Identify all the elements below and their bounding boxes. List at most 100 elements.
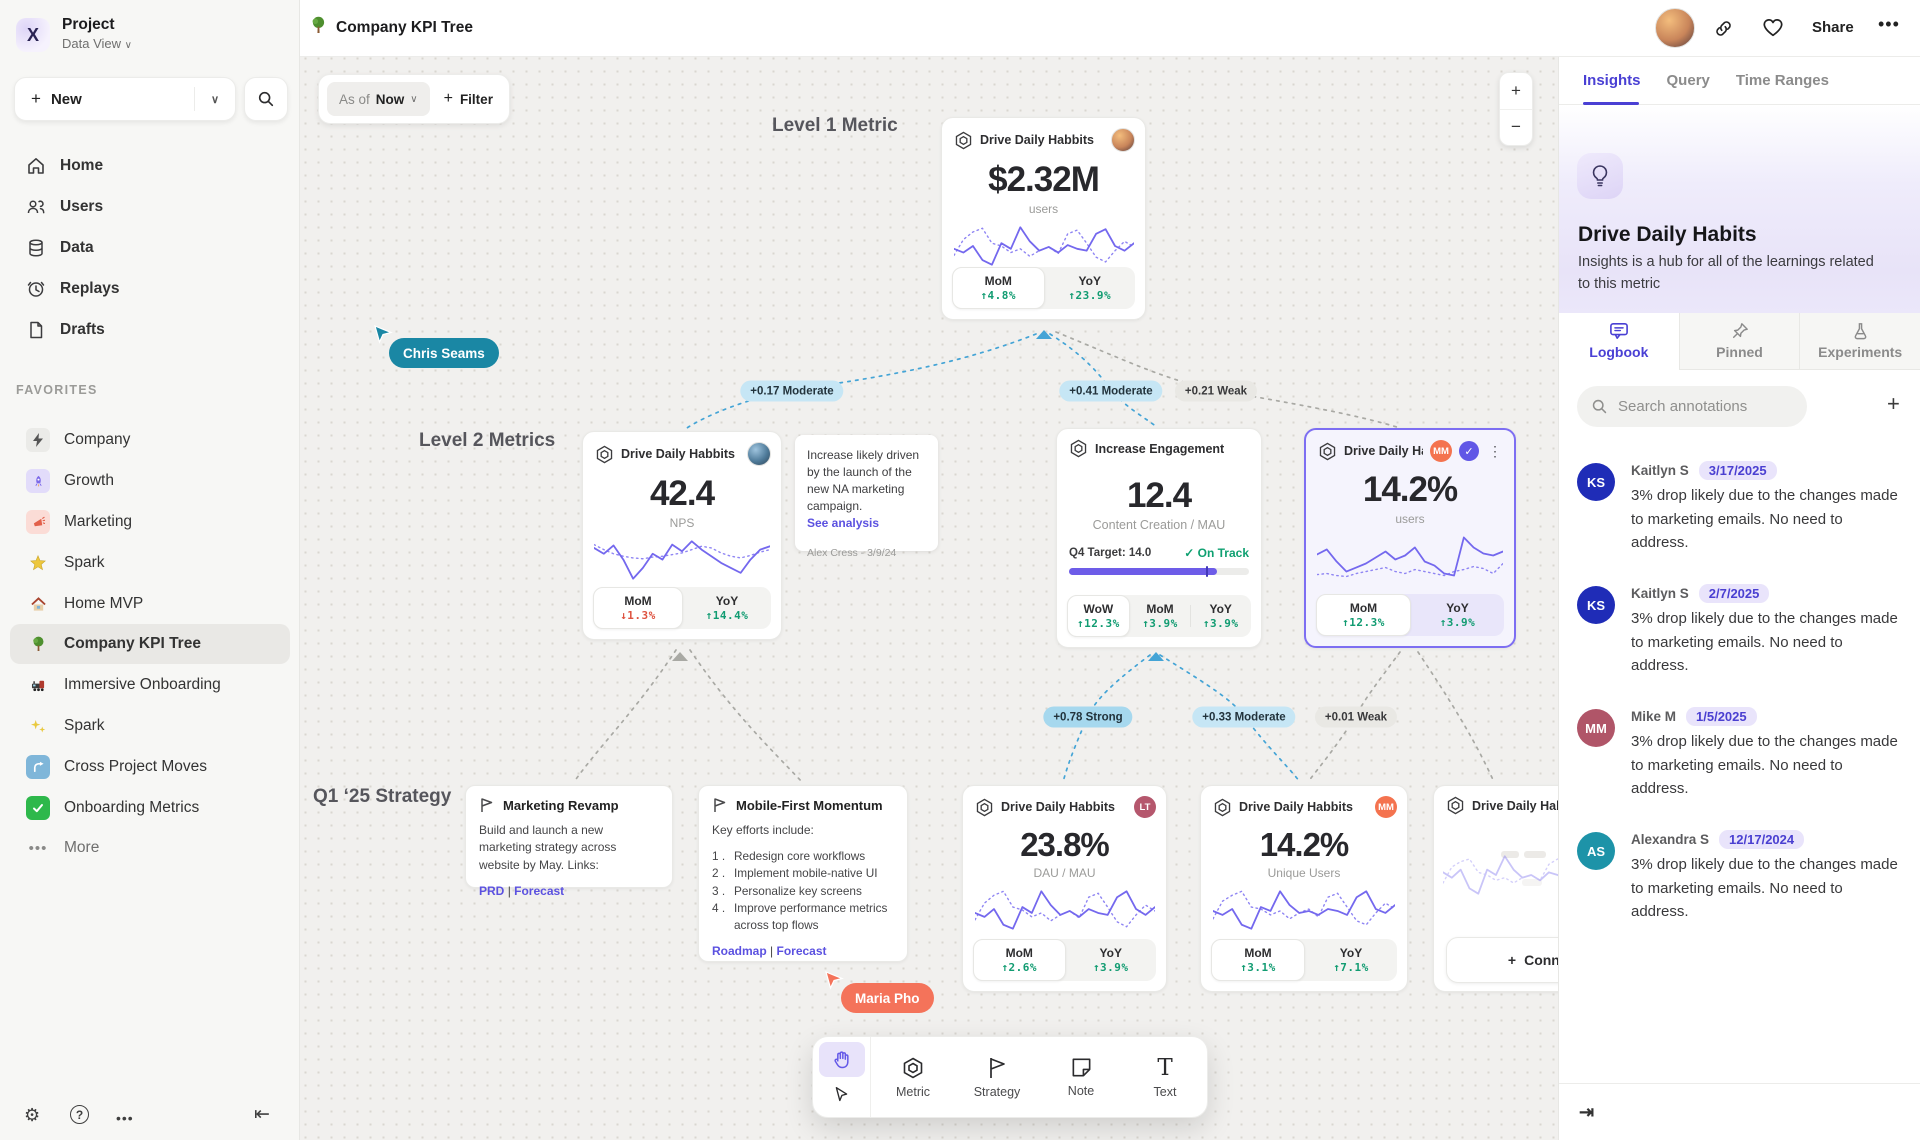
annotation-entry[interactable]: MM Mike M 1/5/2025 3% drop likely due to…: [1577, 707, 1903, 801]
annotation-entry[interactable]: KS Kaitlyn S 2/7/2025 3% drop likely due…: [1577, 584, 1903, 678]
metric-card-unique-users[interactable]: Drive Daily Habbits MM 14.2% Unique User…: [1200, 785, 1408, 992]
search-icon: [1592, 399, 1607, 414]
stat-wow[interactable]: WoW ↑12.3%: [1067, 595, 1130, 637]
stat-yoy[interactable]: YoY ↑3.9%: [1411, 594, 1504, 636]
ellipsis-icon[interactable]: •••: [116, 1110, 134, 1126]
users-icon: [27, 200, 45, 214]
annotation-entry[interactable]: AS Alexandra S 12/17/2024 3% drop likely…: [1577, 830, 1903, 924]
text-tool-button[interactable]: T Text: [1123, 1037, 1207, 1117]
metric-card-selected[interactable]: Drive Daily Habb.. MM ✓ ⋮ 14.2% users Mo…: [1304, 428, 1516, 648]
new-button[interactable]: + New ∨: [14, 77, 236, 121]
strategy-card-marketing[interactable]: Marketing Revamp Build and launch a new …: [465, 785, 673, 898]
user-avatar[interactable]: [1655, 8, 1695, 48]
subtab-experiments[interactable]: Experiments: [1799, 313, 1920, 370]
chevron-down-icon: ∨: [410, 93, 418, 105]
strategy-card-mobile[interactable]: Mobile-First Momentum Key efforts includ…: [698, 785, 908, 962]
stat-mom[interactable]: MoM ↑2.6%: [973, 939, 1066, 981]
sidebar-item-drafts[interactable]: Drafts: [10, 310, 290, 350]
favorite-heart-icon[interactable]: [1762, 17, 1784, 38]
stat-mom[interactable]: MoM ↑3.1%: [1211, 939, 1305, 981]
avatar: KS: [1577, 586, 1615, 624]
hand-tool-button[interactable]: [818, 1042, 865, 1077]
stat-yoy[interactable]: YoY ↑3.9%: [1066, 939, 1157, 981]
stat-yoy[interactable]: YoY ↑14.4%: [683, 587, 771, 629]
stat-yoy[interactable]: YoY ↑7.1%: [1305, 939, 1397, 981]
stat-mom[interactable]: MoM ↑12.3%: [1316, 594, 1411, 636]
tab-insights[interactable]: Insights: [1583, 72, 1641, 89]
sidebar-more-button[interactable]: ••• More: [10, 828, 290, 868]
collapse-sidebar-icon[interactable]: ⇤: [254, 1104, 270, 1125]
chevron-down-icon[interactable]: ∨: [210, 93, 220, 106]
sidebar-item-marketing[interactable]: Marketing: [10, 502, 290, 542]
copy-link-icon[interactable]: [1713, 18, 1734, 39]
annotation-search[interactable]: [1577, 386, 1807, 427]
sidebar-item-growth[interactable]: Growth: [10, 461, 290, 501]
minus-icon: −: [1511, 117, 1521, 137]
tab-query[interactable]: Query: [1666, 72, 1710, 89]
sidebar-item-company-kpi-tree[interactable]: Company KPI Tree: [10, 624, 290, 664]
sidebar-item-spark[interactable]: Spark: [10, 543, 290, 583]
skeleton-bar: [1501, 851, 1519, 858]
sidebar-item-company[interactable]: Company: [10, 420, 290, 460]
note-tool-button[interactable]: Note: [1039, 1037, 1123, 1117]
add-filter-button[interactable]: + Filter: [444, 90, 493, 108]
sidebar-item-home-mvp[interactable]: Home MVP: [10, 584, 290, 624]
sidebar-item-replays[interactable]: Replays: [10, 269, 290, 309]
sidebar-item-data[interactable]: Data: [10, 228, 290, 268]
canvas-toolbar: Metric Strategy Note T Text: [812, 1036, 1208, 1118]
roadmap-link[interactable]: Roadmap: [712, 943, 767, 958]
stat-value: ↓1.3%: [620, 609, 656, 622]
metric-tool-button[interactable]: Metric: [871, 1037, 955, 1117]
project-view-switcher[interactable]: Data View ∨: [62, 36, 132, 51]
stat-label: WoW: [1083, 602, 1114, 616]
tree-icon: [310, 16, 327, 34]
more-options-icon[interactable]: •••: [1878, 14, 1900, 34]
metric-card-engagement[interactable]: Increase Engagement 12.4 Content Creatio…: [1056, 428, 1262, 648]
select-tool-button[interactable]: [819, 1077, 865, 1112]
share-button[interactable]: Share: [1812, 19, 1854, 36]
tab-time-ranges[interactable]: Time Ranges: [1735, 72, 1829, 89]
metric-card-level1[interactable]: Drive Daily Habbits $2.32M users MoM ↑4.…: [941, 117, 1146, 320]
stat-mom[interactable]: MoM ↓1.3%: [593, 587, 683, 629]
zoom-out-button[interactable]: −: [1500, 110, 1532, 146]
see-analysis-link[interactable]: See analysis: [807, 516, 880, 531]
metric-unit: Content Creation / MAU: [1092, 518, 1226, 532]
kebab-menu-icon[interactable]: ⋮: [1488, 442, 1502, 459]
stat-mom[interactable]: MoM ↑3.9%: [1130, 595, 1191, 637]
stat-yoy[interactable]: YoY ↑3.9%: [1190, 595, 1251, 637]
subtab-pinned[interactable]: Pinned: [1678, 313, 1800, 370]
flag-icon: [481, 798, 493, 812]
metric-card-dau-mau[interactable]: Drive Daily Habbits LT 23.8% DAU / MAU M…: [962, 785, 1167, 992]
annotation-search-input[interactable]: [1618, 398, 1788, 415]
sidebar-item-home[interactable]: Home: [10, 146, 290, 186]
sidebar-item-onboarding-metrics[interactable]: Onboarding Metrics: [10, 788, 290, 828]
sidebar-item-immersive-onboarding[interactable]: Immersive Onboarding: [10, 665, 290, 705]
subtab-logbook[interactable]: Logbook: [1559, 313, 1679, 370]
sidebar-item-users[interactable]: Users: [10, 187, 290, 227]
sidebar-item-cross-project-moves[interactable]: Cross Project Moves: [10, 747, 290, 787]
list-item: Redesign core workflows: [712, 848, 866, 865]
zoom-in-button[interactable]: +: [1500, 73, 1532, 110]
stat-mom[interactable]: MoM ↑4.8%: [952, 267, 1045, 309]
as-of-dropdown[interactable]: As of Now ∨: [327, 82, 430, 116]
metric-card-nps[interactable]: Drive Daily Habbits 42.4 NPS MoM ↓1.3% Y…: [582, 431, 782, 640]
forecast-link[interactable]: Forecast: [776, 943, 827, 958]
sidebar-search-button[interactable]: [244, 77, 288, 121]
annotation-date-badge: 3/17/2025: [1698, 461, 1777, 480]
on-track-status: ✓ On Track: [1184, 546, 1249, 560]
collapse-panel-icon[interactable]: ⇥: [1579, 1102, 1594, 1122]
annotation-note-card[interactable]: Increase likely driven by the launch of …: [795, 435, 938, 559]
stat-yoy[interactable]: YoY ↑23.9%: [1045, 267, 1136, 309]
prd-link[interactable]: PRD: [479, 884, 505, 899]
metric-sparkline: [1317, 534, 1503, 580]
add-annotation-button[interactable]: +: [1887, 391, 1900, 416]
sidebar-item-spark-2[interactable]: Spark: [10, 706, 290, 746]
note-text: Increase likely driven by the launch of …: [807, 448, 920, 514]
chevron-down-icon: ∨: [124, 40, 132, 51]
workspace-logo[interactable]: X: [16, 18, 50, 52]
help-icon[interactable]: ?: [70, 1105, 89, 1124]
annotation-entry[interactable]: KS Kaitlyn S 3/17/2025 3% drop likely du…: [1577, 461, 1903, 555]
forecast-link[interactable]: Forecast: [514, 884, 565, 899]
settings-gear-icon[interactable]: ⚙: [24, 1105, 41, 1125]
strategy-tool-button[interactable]: Strategy: [955, 1037, 1039, 1117]
